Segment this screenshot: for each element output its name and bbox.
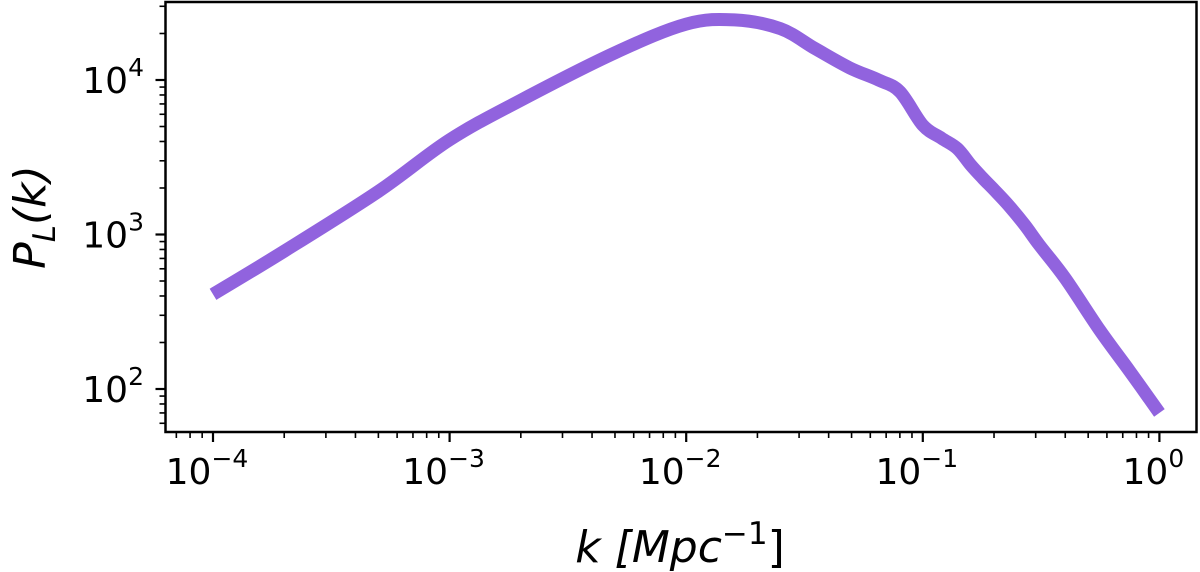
x-tick-label: 10−1 — [875, 444, 958, 493]
x-axis-title-bracket: ] — [768, 522, 785, 572]
x-tick-label: 100 — [1123, 444, 1185, 493]
y-tick-label: 104 — [82, 53, 144, 102]
y-axis-title-rest: (k) — [5, 165, 56, 225]
x-axis-title-exponent: −1 — [722, 516, 768, 552]
plot-frame — [164, 0, 1198, 434]
x-tick-labels: 10−4 10−3 10−2 10−1 100 — [166, 444, 1185, 493]
x-tick-label: 10−3 — [402, 444, 485, 493]
x-axis-title-main: k [Mpc — [575, 522, 722, 572]
power-spectrum-line — [209, 12, 1165, 417]
plot-area — [209, 12, 1165, 417]
y-axis-title-subscript: L — [27, 225, 63, 242]
y-axis-title-main: P — [5, 242, 56, 269]
y-major-ticks — [155, 78, 166, 391]
x-tick-label: 10−4 — [166, 444, 249, 493]
x-major-ticks — [211, 432, 1161, 442]
y-axis-title: PL(k) — [5, 165, 63, 269]
x-axis-title: k [Mpc−1] — [575, 516, 785, 572]
x-tick-label: 10−2 — [639, 444, 722, 493]
y-tick-labels: 102 103 104 — [82, 53, 144, 411]
y-tick-label: 102 — [82, 362, 144, 411]
y-tick-label: 103 — [82, 208, 144, 257]
